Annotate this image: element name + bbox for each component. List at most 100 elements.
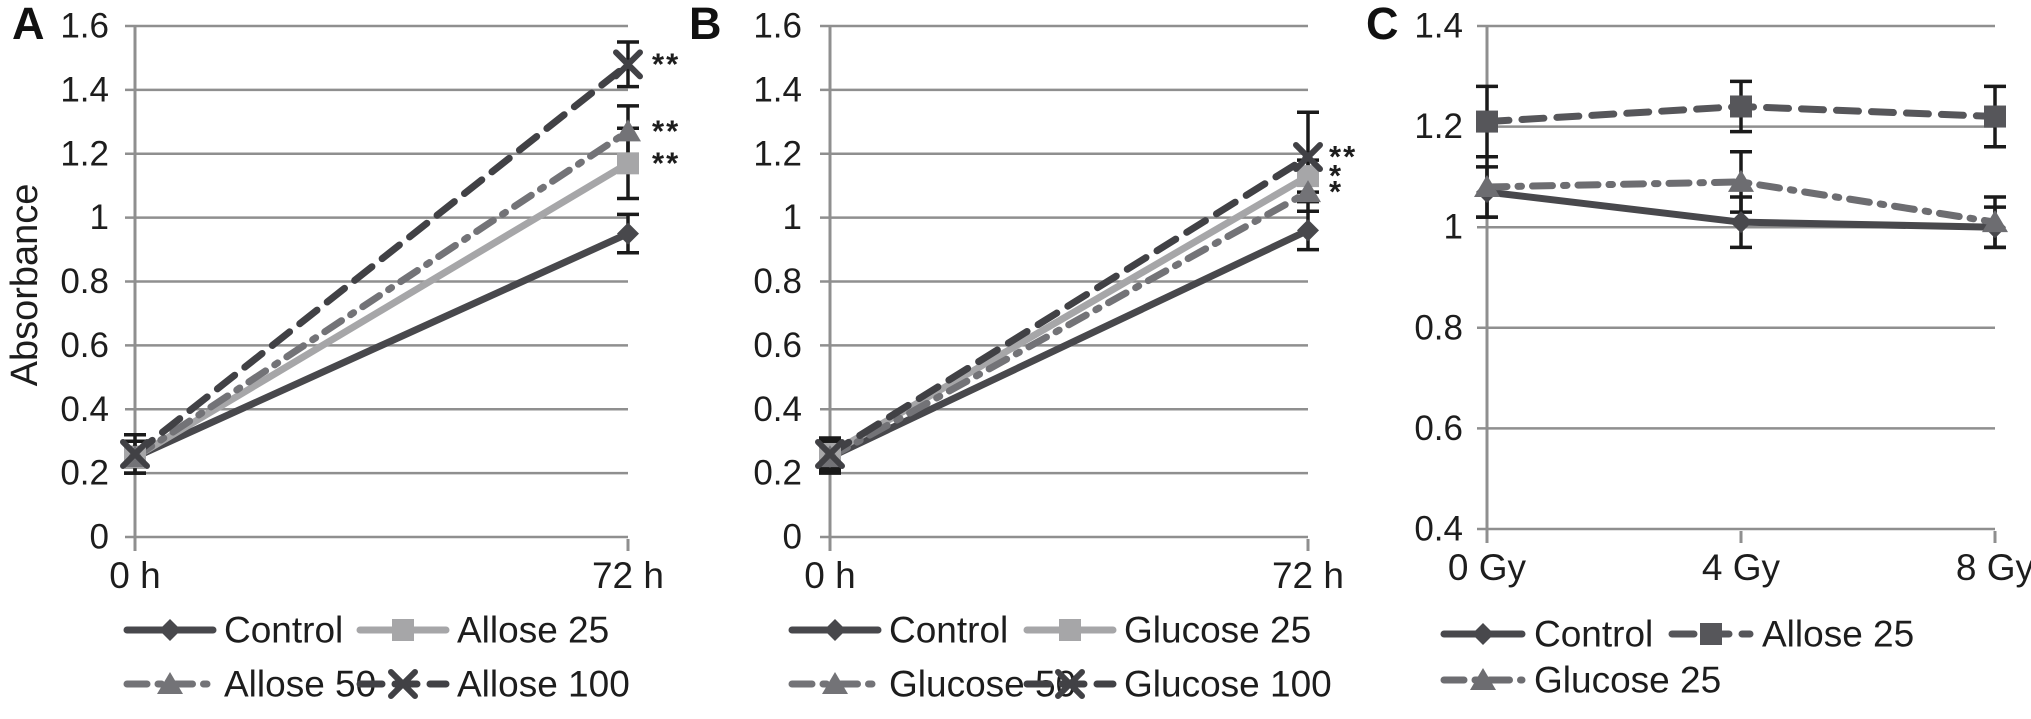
y-tick-label: 0.4 [60, 390, 109, 429]
legend-item: Glucose 25 [1440, 660, 1721, 701]
series-line-2 [826, 188, 1312, 461]
x-marker-icon [1055, 669, 1085, 699]
legend-label: Control [1534, 614, 1653, 655]
triangle-marker-icon [822, 672, 848, 694]
legend-label: Control [224, 610, 343, 651]
x-tick-label: 72 h [592, 555, 664, 596]
x-tick-label: 72 h [1272, 555, 1344, 596]
legend-item: Allose 50 [123, 664, 376, 705]
x-marker-icon [613, 49, 643, 80]
series-line-2 [1483, 178, 1999, 226]
series-line-2 [131, 127, 632, 461]
diamond-marker-icon [1472, 623, 1494, 645]
legend-item: Glucose 100 [1023, 664, 1332, 705]
y-tick-label: 0.6 [1414, 409, 1463, 448]
triangle-marker-icon [1295, 180, 1321, 203]
legend-label: Glucose 25 [1534, 660, 1721, 701]
triangle-marker-icon [615, 119, 641, 142]
square-marker-icon [1730, 95, 1752, 118]
legend-label: Glucose 25 [1124, 610, 1311, 651]
legend-item: Glucose 25 [1023, 610, 1311, 651]
triangle-marker-icon [1728, 169, 1754, 192]
triangle-marker-icon [157, 672, 183, 694]
triangle-marker-icon [1982, 210, 2008, 233]
square-marker-icon [1297, 165, 1319, 188]
x-marker-icon [815, 438, 845, 469]
panel-label-a: A [12, 0, 45, 49]
series-line-1 [131, 159, 632, 461]
legend-item: Control [1440, 614, 1653, 655]
diamond-marker-icon [1730, 211, 1752, 234]
panel-label-c: C [1366, 0, 1399, 49]
y-tick-label: 0.8 [1414, 308, 1463, 347]
x-tick-label: 0 h [804, 555, 855, 596]
y-tick-label: 1.6 [753, 7, 802, 46]
y-tick-label: 0.2 [60, 454, 109, 493]
y-tick-label: 0 [783, 518, 802, 557]
legend-item: Allose 25 [1668, 614, 1914, 655]
series-line-3 [131, 60, 632, 458]
y-tick-label: 1.4 [60, 70, 109, 109]
legend-label: Allose 25 [1762, 614, 1914, 655]
square-marker-icon [617, 152, 639, 175]
x-tick-label: 0 Gy [1448, 547, 1527, 588]
y-tick-label: 0.4 [753, 390, 802, 429]
significance-stars: ** [652, 46, 680, 81]
legend-label: Allose 25 [457, 610, 609, 651]
y-tick-label: 1 [1444, 208, 1463, 247]
triangle-marker-icon [1474, 174, 1500, 197]
legend-item: Allose 25 [356, 610, 609, 651]
y-tick-label: 1.2 [1414, 107, 1463, 146]
significance-stars: ** [1329, 139, 1357, 174]
legend-item: Control [788, 610, 1008, 651]
y-tick-label: 1 [90, 198, 109, 237]
y-tick-label: 1 [783, 198, 802, 237]
square-marker-icon [1059, 619, 1081, 641]
x-tick-label: 0 h [109, 555, 160, 596]
chart-panel-b: B 0 0.2 0.4 0.6 0.8 1 1.2 1.4 1.6 0 h 72 h * * ** Cont… [677, 0, 1357, 719]
y-tick-label: 1.4 [1414, 7, 1463, 46]
y-tick-label: 1.4 [753, 70, 802, 109]
diamond-marker-icon [1297, 219, 1319, 242]
y-tick-label: 0.2 [753, 454, 802, 493]
y-tick-label: 1.2 [60, 134, 109, 173]
legend-label: Allose 50 [224, 664, 376, 705]
significance-stars: * [1329, 158, 1343, 193]
square-marker-icon [1700, 623, 1722, 645]
series-line-0 [131, 230, 632, 461]
diamond-marker-icon [159, 619, 181, 641]
series-line-0 [826, 226, 1312, 461]
significance-stars: ** [652, 145, 680, 180]
significance-stars: * [1329, 174, 1343, 209]
legend-item: Control [123, 610, 343, 651]
panel-label-b: B [689, 0, 722, 49]
legend-label: Glucose 100 [1124, 664, 1332, 705]
y-tick-label: 0.4 [1414, 510, 1463, 549]
x-marker-icon [120, 438, 150, 469]
diamond-marker-icon [617, 222, 639, 245]
x-tick-label: 8 Gy [1956, 547, 2031, 588]
square-marker-icon [1984, 105, 2006, 128]
y-tick-label: 0.6 [60, 326, 109, 365]
y-tick-label: 0 [90, 518, 109, 557]
series-line-3 [826, 153, 1312, 458]
legend-label: Allose 100 [457, 664, 630, 705]
legend-item: Allose 100 [356, 664, 630, 705]
chart-canvas-b: 0 0.2 0.4 0.6 0.8 1 1.2 1.4 1.6 0 h 72 h **** Contro… [753, 7, 1357, 705]
x-marker-icon [1293, 141, 1323, 172]
chart-canvas-c: 0.4 0.6 0.8 1 1.2 1.4 0 Gy 4 Gy 8 Gy Control Allos… [1414, 7, 2031, 701]
legend-label: Control [889, 610, 1008, 651]
square-marker-icon [392, 619, 414, 641]
diamond-marker-icon [824, 619, 846, 641]
y-tick-label: 1.6 [60, 7, 109, 46]
y-tick-label: 0.8 [60, 262, 109, 301]
chart-canvas-a: 00.20.40.60.811.21.41.60 h 72 h******Cont… [60, 7, 680, 705]
y-tick-label: 1.2 [753, 134, 802, 173]
x-tick-label: 4 Gy [1702, 547, 1781, 588]
chart-panel-c: C 0.4 0.6 0.8 1 1.2 1.4 0 Gy 4 Gy 8 Gy Control All… [1354, 0, 2031, 719]
square-marker-icon [1476, 110, 1498, 133]
significance-stars: ** [652, 113, 680, 148]
y-tick-label: 0.6 [753, 326, 802, 365]
